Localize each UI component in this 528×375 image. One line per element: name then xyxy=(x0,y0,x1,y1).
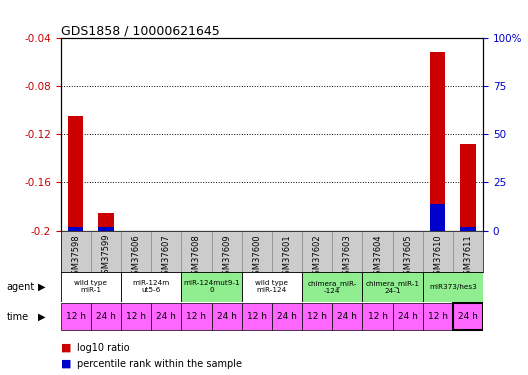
Bar xyxy=(242,272,302,302)
Bar xyxy=(212,303,242,330)
Bar xyxy=(91,303,121,330)
Text: 12 h: 12 h xyxy=(186,312,206,321)
Text: GSM37604: GSM37604 xyxy=(373,234,382,279)
Text: 24 h: 24 h xyxy=(398,312,418,321)
Text: 12 h: 12 h xyxy=(307,312,327,321)
Text: 12 h: 12 h xyxy=(126,312,146,321)
Bar xyxy=(460,144,476,231)
Bar xyxy=(61,272,121,302)
Text: miR-124mut9-1
0: miR-124mut9-1 0 xyxy=(183,280,240,293)
Bar xyxy=(242,303,272,330)
Text: 12 h: 12 h xyxy=(66,312,86,321)
Bar xyxy=(121,303,151,330)
Text: wild type
miR-124: wild type miR-124 xyxy=(256,280,288,293)
Text: ▶: ▶ xyxy=(38,282,45,292)
Text: log10 ratio: log10 ratio xyxy=(77,343,129,353)
Bar xyxy=(182,272,242,302)
Text: 24 h: 24 h xyxy=(96,312,116,321)
Text: chimera_miR-1
24-1: chimera_miR-1 24-1 xyxy=(365,280,420,294)
Text: GSM37606: GSM37606 xyxy=(131,234,140,280)
Text: 24 h: 24 h xyxy=(458,312,478,321)
Bar xyxy=(430,52,446,231)
Bar xyxy=(302,303,332,330)
Text: 24 h: 24 h xyxy=(337,312,357,321)
Text: ▶: ▶ xyxy=(38,312,45,322)
Bar xyxy=(423,303,453,330)
Text: GSM37611: GSM37611 xyxy=(464,234,473,279)
Text: GSM37607: GSM37607 xyxy=(162,234,171,280)
Bar xyxy=(68,227,83,231)
Bar xyxy=(61,303,91,330)
Text: 24 h: 24 h xyxy=(277,312,297,321)
Text: GSM37598: GSM37598 xyxy=(71,234,80,279)
Text: GSM37605: GSM37605 xyxy=(403,234,412,279)
Text: 12 h: 12 h xyxy=(428,312,448,321)
Bar xyxy=(362,272,423,302)
Bar xyxy=(121,272,182,302)
Text: 12 h: 12 h xyxy=(367,312,388,321)
Bar xyxy=(430,204,446,231)
Bar xyxy=(68,116,83,231)
Bar xyxy=(98,213,114,231)
Text: wild type
miR-1: wild type miR-1 xyxy=(74,280,107,293)
Bar xyxy=(272,303,302,330)
Text: miR373/hes3: miR373/hes3 xyxy=(429,284,477,290)
Bar xyxy=(423,272,483,302)
Bar xyxy=(182,303,212,330)
Text: 24 h: 24 h xyxy=(156,312,176,321)
Bar xyxy=(362,303,393,330)
Bar xyxy=(460,227,476,231)
Text: GSM37600: GSM37600 xyxy=(252,234,261,279)
Text: GSM37609: GSM37609 xyxy=(222,234,231,279)
Text: ■: ■ xyxy=(61,359,71,369)
Text: 12 h: 12 h xyxy=(247,312,267,321)
Text: GSM37601: GSM37601 xyxy=(282,234,291,279)
Text: GSM37599: GSM37599 xyxy=(101,234,110,279)
Text: time: time xyxy=(7,312,29,322)
Text: miR-124m
ut5-6: miR-124m ut5-6 xyxy=(133,280,170,293)
Bar xyxy=(393,303,423,330)
Text: GDS1858 / 10000621645: GDS1858 / 10000621645 xyxy=(61,24,220,38)
Text: GSM37602: GSM37602 xyxy=(313,234,322,279)
Text: 24 h: 24 h xyxy=(216,312,237,321)
Text: chimera_miR-
-124: chimera_miR- -124 xyxy=(308,280,357,294)
Text: GSM37603: GSM37603 xyxy=(343,234,352,280)
Bar xyxy=(98,227,114,231)
Bar xyxy=(332,303,362,330)
Bar xyxy=(302,272,362,302)
Text: percentile rank within the sample: percentile rank within the sample xyxy=(77,359,242,369)
Bar xyxy=(151,303,182,330)
Text: GSM37608: GSM37608 xyxy=(192,234,201,280)
Text: GSM37610: GSM37610 xyxy=(433,234,442,279)
Text: ■: ■ xyxy=(61,343,71,353)
Bar xyxy=(453,303,483,330)
Text: agent: agent xyxy=(7,282,35,292)
